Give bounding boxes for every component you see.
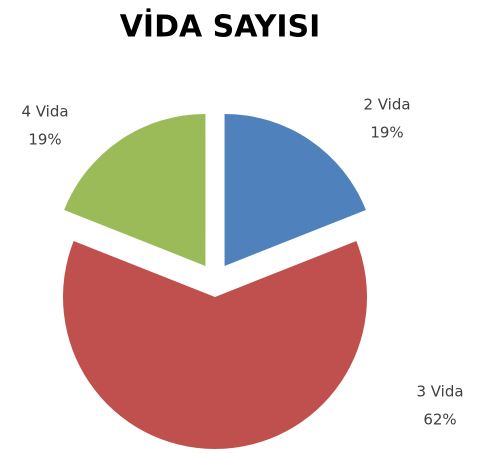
- pie-slice: [62, 241, 367, 450]
- slice-value-label: 19%: [28, 131, 61, 149]
- chart-title: VİDA SAYISI: [120, 9, 321, 45]
- slice-label: 2 Vida: [363, 96, 410, 114]
- slice-label: 4 Vida: [21, 103, 68, 121]
- pie-slice: [224, 113, 366, 266]
- slice-label: 3 Vida: [416, 383, 463, 401]
- slice-value-label: 19%: [370, 124, 403, 142]
- pie-slice: [64, 113, 206, 266]
- slice-value-label: 62%: [423, 411, 456, 429]
